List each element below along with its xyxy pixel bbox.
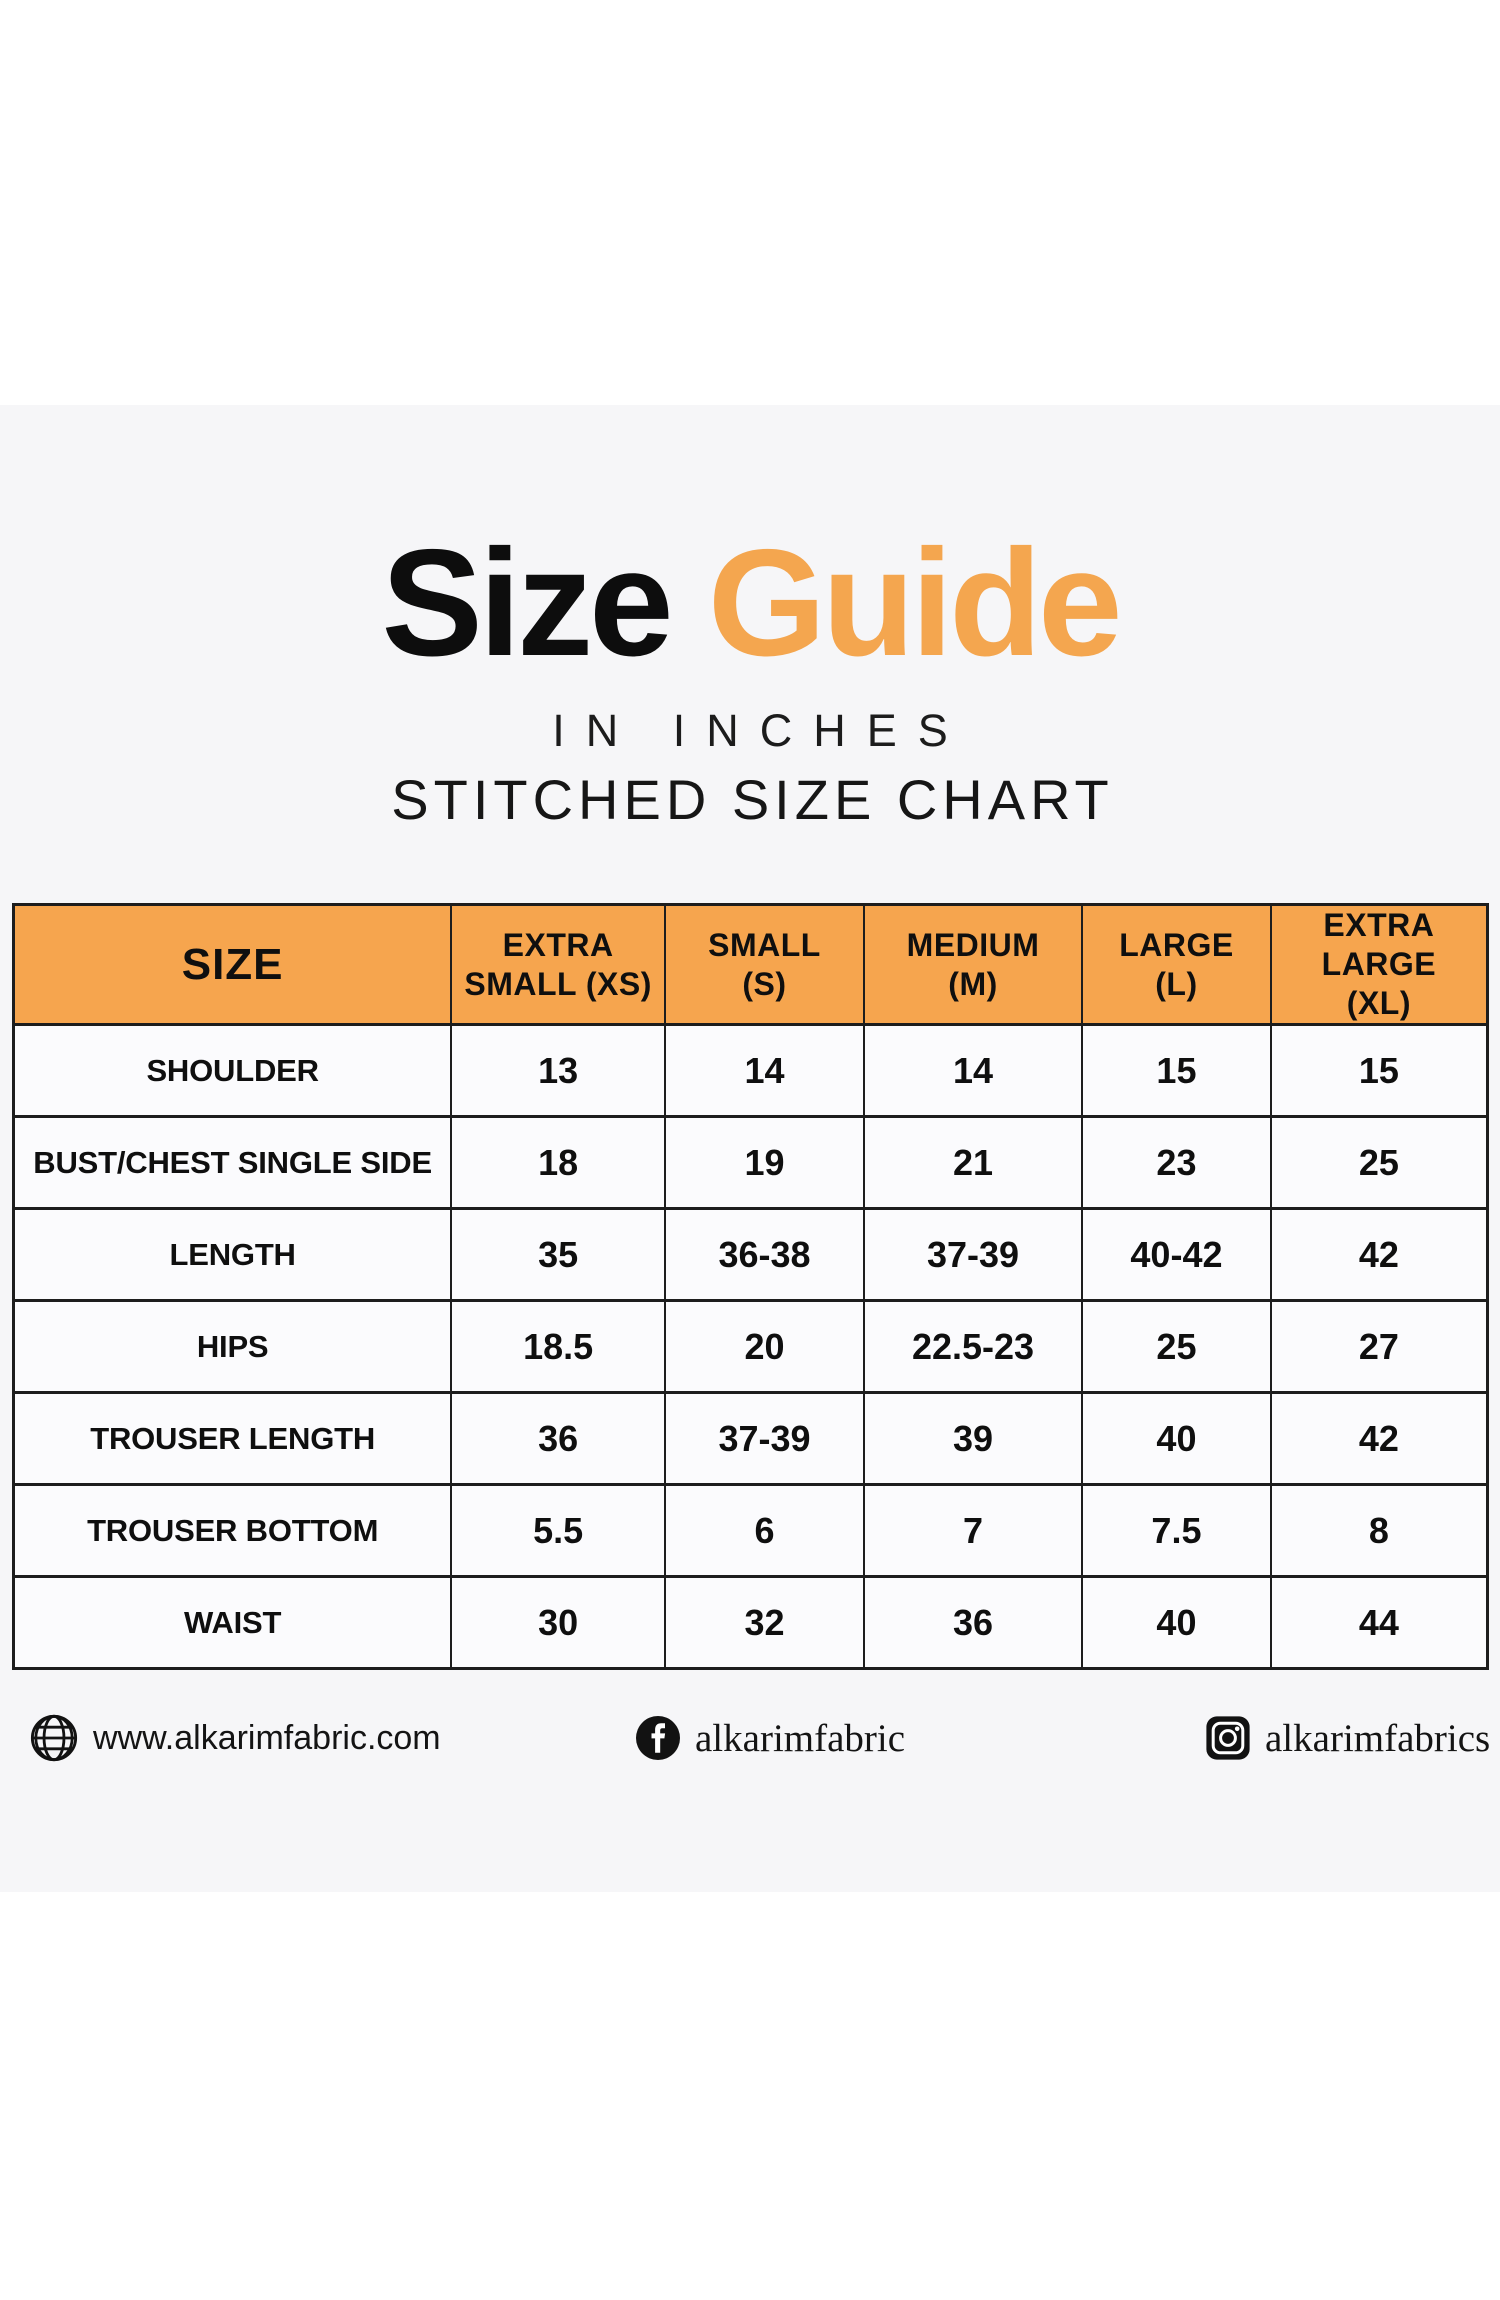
row-label: LENGTH [12,1207,453,1303]
cell-value: 30 [450,1575,666,1671]
cell-value: 42 [1269,1391,1489,1487]
instagram-icon [1204,1714,1252,1762]
subtitle-stitched-size-chart: STITCHED SIZE CHART [391,768,1114,831]
globe-icon [28,1712,80,1764]
footer-facebook: alkarimfabric [634,1704,905,1772]
cell-value: 27 [1269,1299,1489,1395]
cell-value: 39 [862,1391,1084,1487]
cell-value: 25 [1269,1115,1489,1211]
cell-value: 14 [862,1023,1084,1119]
table-row-length: LENGTH 35 36-38 37-39 40-42 42 [12,1207,1489,1303]
header-large: LARGE (L) [1081,902,1272,1027]
title-word-size: Size [381,518,673,688]
table-row-trouser-bottom: TROUSER BOTTOM 5.5 6 7 7.5 8 [12,1483,1489,1579]
cell-value: 25 [1081,1299,1272,1395]
page-title: Size Guide [0,527,1500,679]
title-block: Size Guide IN INCHES STITCHED SIZE CHART [0,527,1500,832]
table-row-hips: HIPS 18.5 20 22.5-23 25 27 [12,1299,1489,1395]
cell-value: 23 [1081,1115,1272,1211]
table-row-shoulder: SHOULDER 13 14 14 15 15 [12,1023,1489,1119]
row-label: TROUSER LENGTH [12,1391,453,1487]
website-url: www.alkarimfabric.com [93,1718,441,1757]
footer-website: www.alkarimfabric.com [28,1704,441,1772]
cell-value: 13 [450,1023,666,1119]
cell-value: 36 [450,1391,666,1487]
header-size: SIZE [12,902,453,1027]
cell-value: 14 [663,1023,865,1119]
title-word-guide: Guide [707,518,1123,688]
row-label: TROUSER BOTTOM [12,1483,453,1579]
facebook-handle: alkarimfabric [695,1716,906,1760]
cell-value: 36-38 [663,1207,865,1303]
cell-value: 6 [663,1483,865,1579]
table-header-row: SIZE EXTRA SMALL (XS) SMALL (S) MEDIUM (M) … [12,902,1489,1027]
cell-value: 40-42 [1081,1207,1272,1303]
size-chart-table: SIZE EXTRA SMALL (XS) SMALL (S) MEDIUM (M) … [12,902,1489,1671]
cell-value: 21 [862,1115,1084,1211]
cell-value: 20 [663,1299,865,1395]
cell-value: 36 [862,1575,1084,1671]
row-label: BUST/CHEST SINGLE SIDE [12,1115,453,1211]
row-label: SHOULDER [12,1023,453,1119]
header-extra-small: EXTRA SMALL (XS) [450,902,666,1027]
cell-value: 37-39 [663,1391,865,1487]
cell-value: 22.5-23 [862,1299,1084,1395]
table-row-waist: WAIST 30 32 36 40 44 [12,1575,1489,1671]
cell-value: 37-39 [862,1207,1084,1303]
row-label: WAIST [12,1575,453,1671]
row-label: HIPS [12,1299,453,1395]
header-small: SMALL (S) [663,902,865,1027]
cell-value: 15 [1081,1023,1272,1119]
cell-value: 44 [1269,1575,1489,1671]
cell-value: 18 [450,1115,666,1211]
cell-value: 8 [1269,1483,1489,1579]
cell-value: 7.5 [1081,1483,1272,1579]
facebook-circle-icon [634,1714,682,1762]
cell-value: 40 [1081,1575,1272,1671]
header-medium: MEDIUM (M) [862,902,1084,1027]
cell-value: 5.5 [450,1483,666,1579]
subtitle-in-inches: IN INCHES [552,705,969,756]
cell-value: 15 [1269,1023,1489,1119]
cell-value: 7 [862,1483,1084,1579]
table-row-trouser-length: TROUSER LENGTH 36 37-39 39 40 42 [12,1391,1489,1487]
header-extra-large: EXTRA LARGE (XL) [1269,902,1489,1027]
cell-value: 18.5 [450,1299,666,1395]
cell-value: 40 [1081,1391,1272,1487]
cell-value: 19 [663,1115,865,1211]
cell-value: 42 [1269,1207,1489,1303]
instagram-handle: alkarimfabrics [1265,1716,1491,1760]
footer-instagram: alkarimfabrics [1204,1704,1490,1772]
cell-value: 35 [450,1207,666,1303]
table-row-bust-chest: BUST/CHEST SINGLE SIDE 18 19 21 23 25 [12,1115,1489,1211]
cell-value: 32 [663,1575,865,1671]
